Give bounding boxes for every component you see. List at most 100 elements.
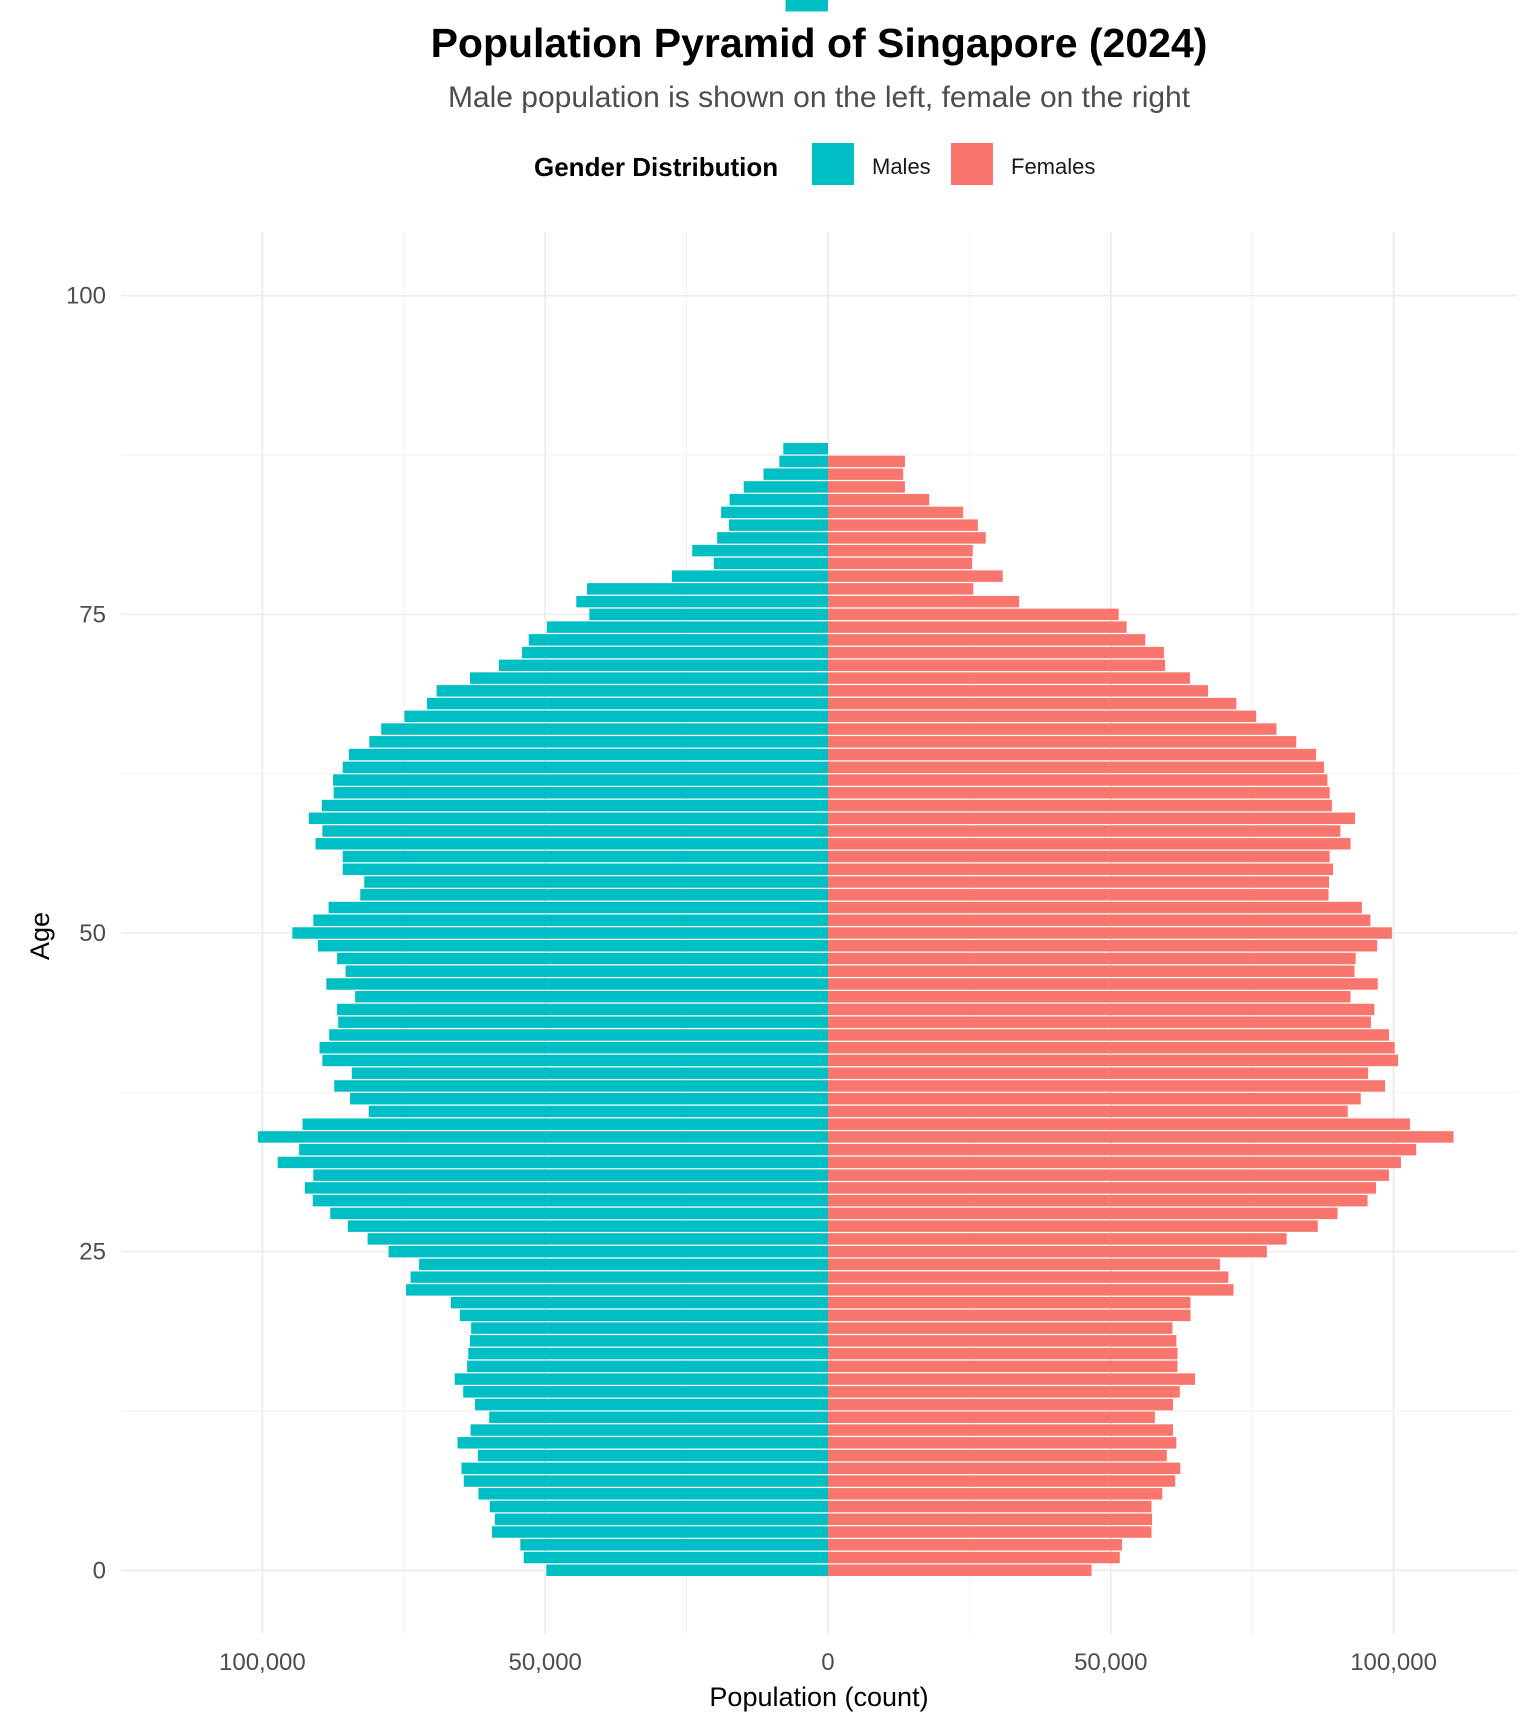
male-bar-age-25 <box>388 1245 828 1258</box>
male-bar-age-75 <box>589 608 828 621</box>
female-bar-age-22 <box>827 1284 1234 1296</box>
male-bar-age-73 <box>528 634 828 646</box>
female-bar-age-85 <box>827 481 905 493</box>
male-bar-age-57 <box>315 838 828 850</box>
y-axis-ticks: 0 25 50 75 100 <box>66 283 106 1585</box>
male-bar-age-9 <box>477 1449 828 1462</box>
female-bar-age-72 <box>827 646 1164 659</box>
male-bar-age-77 <box>587 583 828 595</box>
male-bar-age-55 <box>342 863 828 876</box>
male-bar-age-71 <box>498 659 828 672</box>
female-bar-age-40 <box>827 1054 1399 1067</box>
female-bar-age-49 <box>827 940 1378 952</box>
female-bar-age-77 <box>827 583 974 595</box>
male-bar-age-60 <box>321 799 828 812</box>
male-bar-age-87 <box>779 455 828 468</box>
female-bar-age-55 <box>827 863 1334 876</box>
male-bar-age-84 <box>729 493 828 506</box>
male-bar-age-11 <box>470 1424 828 1436</box>
male-bar-age-68 <box>426 697 828 710</box>
female-bar-age-23 <box>827 1271 1229 1283</box>
x-tick-label: 50,000 <box>508 1649 581 1676</box>
male-bar-age-34 <box>257 1131 828 1143</box>
female-bar-age-14 <box>827 1386 1180 1398</box>
female-bar-age-47 <box>827 965 1355 977</box>
male-bar-age-79 <box>713 557 828 570</box>
female-bar-age-1 <box>827 1551 1120 1564</box>
male-bar-age-6 <box>478 1488 828 1500</box>
bars <box>257 0 1454 1577</box>
legend-label-males: Males <box>872 154 931 179</box>
y-tick-label: 100 <box>66 283 106 310</box>
male-bar-age-30 <box>304 1182 828 1194</box>
male-bar-age-86 <box>763 468 828 480</box>
male-bar-age-47 <box>345 965 828 977</box>
legend: Gender Distribution Males Females <box>534 143 1095 185</box>
female-bar-age-29 <box>827 1194 1368 1207</box>
male-bar-age-39 <box>351 1067 828 1079</box>
female-bar-age-26 <box>827 1233 1287 1245</box>
male-bar-age-24 <box>419 1258 828 1271</box>
female-bar-age-10 <box>827 1437 1177 1449</box>
female-bar-age-54 <box>827 876 1330 888</box>
male-bar-age-62 <box>333 774 828 786</box>
male-bar-age-37 <box>350 1092 828 1105</box>
female-bar-age-27 <box>827 1220 1318 1232</box>
x-tick-label: 100,000 <box>219 1649 306 1676</box>
male-bar-age-29 <box>312 1194 828 1207</box>
male-bar-age-27 <box>347 1220 828 1232</box>
female-bar-age-17 <box>827 1347 1178 1360</box>
male-bar-age-66 <box>381 723 828 735</box>
male-bar-age-49 <box>317 940 828 952</box>
male-bar-age-28 <box>330 1207 828 1220</box>
legend-swatch-females <box>951 143 993 185</box>
female-bar-age-68 <box>827 697 1237 710</box>
female-bar-age-76 <box>827 595 1020 608</box>
male-bar-age-0 <box>546 1564 828 1577</box>
female-bar-age-79 <box>827 557 973 570</box>
male-bar-age-16 <box>467 1360 828 1373</box>
male-bar-age-81 <box>717 532 828 544</box>
female-bar-age-9 <box>827 1449 1167 1462</box>
female-bar-age-34 <box>827 1131 1454 1143</box>
x-tick-label: 100,000 <box>1350 1649 1437 1676</box>
female-bar-age-16 <box>827 1360 1178 1373</box>
female-bar-age-71 <box>827 659 1166 672</box>
female-bar-age-2 <box>827 1539 1123 1551</box>
female-bar-age-84 <box>827 493 930 506</box>
y-tick-label: 75 <box>79 601 106 628</box>
chart-subtitle: Male population is shown on the left, fe… <box>448 81 1191 114</box>
male-bar-age-46 <box>326 978 828 990</box>
female-bar-age-62 <box>827 774 1328 786</box>
male-bar-age-32 <box>277 1156 828 1169</box>
female-bar-age-31 <box>827 1169 1390 1181</box>
female-bar-age-78 <box>827 570 1003 582</box>
female-bar-age-35 <box>827 1118 1410 1130</box>
female-bar-age-38 <box>827 1080 1386 1092</box>
male-bar-age-8 <box>461 1462 828 1475</box>
male-bar-age-5 <box>489 1500 828 1513</box>
male-bar-age-4 <box>494 1513 828 1526</box>
female-bar-age-53 <box>827 889 1329 901</box>
x-axis-ticks: 100,000 50,000 0 50,000 100,000 <box>219 1649 1437 1676</box>
x-tick-label: 50,000 <box>1074 1649 1147 1676</box>
male-bar-age-63 <box>342 761 828 774</box>
male-bar-age-44 <box>337 1003 828 1016</box>
male-bar-age-2 <box>520 1539 828 1551</box>
female-bar-age-6 <box>827 1488 1163 1500</box>
female-bar-age-13 <box>827 1398 1173 1411</box>
female-bar-age-60 <box>827 799 1332 812</box>
female-bar-age-51 <box>827 914 1371 926</box>
legend-swatch-males <box>812 143 854 185</box>
female-bar-age-15 <box>827 1373 1196 1385</box>
male-bar-age-50 <box>292 927 828 939</box>
male-bar-age-7 <box>463 1475 828 1487</box>
female-bar-age-67 <box>827 710 1257 723</box>
male-bar-age-76 <box>576 595 828 608</box>
y-axis-title: Age <box>25 912 55 960</box>
female-bar-age-86 <box>827 468 904 480</box>
female-bar-age-45 <box>827 990 1351 1003</box>
male-bar-age-82 <box>729 519 828 531</box>
chart-title: Population Pyramid of Singapore (2024) <box>431 20 1208 66</box>
male-bar-age-1 <box>523 1551 828 1564</box>
